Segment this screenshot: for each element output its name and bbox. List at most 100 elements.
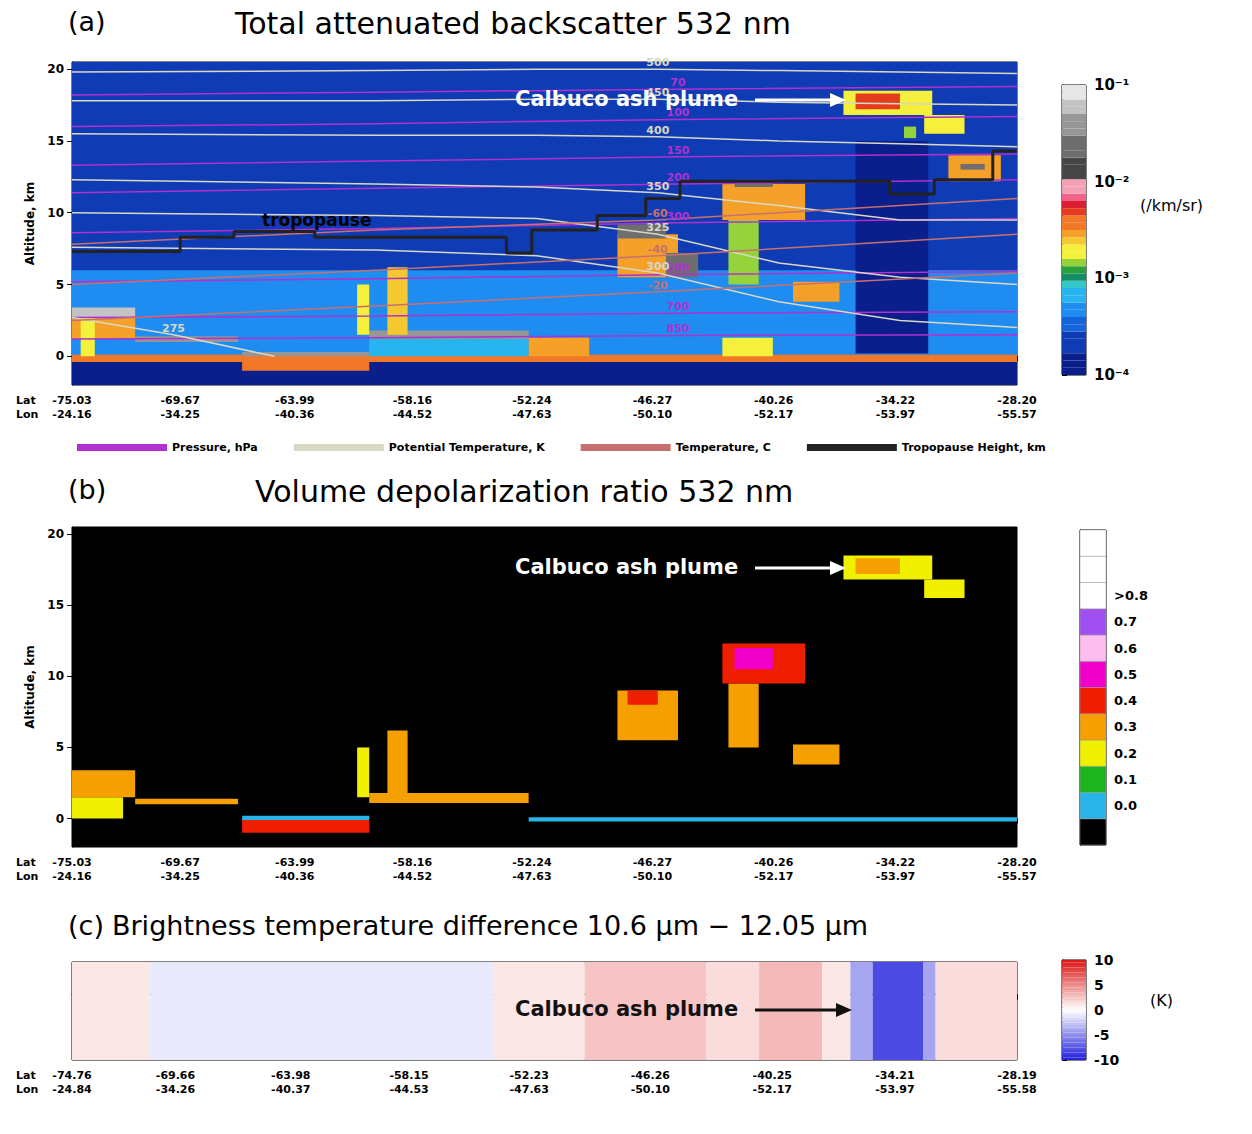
- svg-text:-60: -60: [648, 207, 668, 220]
- svg-text:300: 300: [667, 210, 690, 223]
- svg-text:850: 850: [667, 322, 690, 335]
- svg-text:-55.57: -55.57: [997, 870, 1036, 883]
- svg-text:-53.97: -53.97: [876, 408, 915, 421]
- svg-text:-40.26: -40.26: [754, 856, 794, 869]
- svg-text:-52.17: -52.17: [754, 408, 793, 421]
- svg-text:350: 350: [646, 180, 669, 193]
- svg-text:Brightness temperature differe: Brightness temperature difference 10.6 µ…: [112, 910, 868, 941]
- svg-text:(b): (b): [68, 474, 106, 505]
- svg-text:-74.76: -74.76: [52, 1069, 92, 1082]
- svg-text:-46.26: -46.26: [631, 1069, 671, 1082]
- svg-text:-40.37: -40.37: [271, 1083, 310, 1096]
- svg-text:-40.36: -40.36: [275, 408, 315, 421]
- svg-text:-53.97: -53.97: [875, 1083, 914, 1096]
- svg-text:0.2: 0.2: [1114, 746, 1137, 761]
- svg-text:400: 400: [646, 124, 669, 137]
- svg-text:-63.99: -63.99: [275, 856, 314, 869]
- svg-text:Lat: Lat: [16, 394, 36, 407]
- svg-text:10: 10: [47, 669, 64, 683]
- svg-text:-52.17: -52.17: [753, 1083, 792, 1096]
- svg-text:-28.20: -28.20: [997, 394, 1037, 407]
- svg-text:-52.17: -52.17: [754, 870, 793, 883]
- svg-text:(c): (c): [68, 910, 104, 941]
- svg-text:15: 15: [47, 134, 64, 148]
- svg-text:-50.10: -50.10: [631, 1083, 671, 1096]
- svg-text:-5: -5: [1094, 1027, 1110, 1043]
- svg-text:5: 5: [1094, 977, 1104, 993]
- svg-text:0.7: 0.7: [1114, 614, 1137, 629]
- svg-text:Potential Temperature, K: Potential Temperature, K: [389, 441, 545, 454]
- svg-text:Temperature, C: Temperature, C: [676, 441, 771, 454]
- svg-text:0.5: 0.5: [1114, 667, 1137, 682]
- svg-text:325: 325: [646, 221, 669, 234]
- svg-text:(K): (K): [1150, 991, 1173, 1010]
- svg-text:-69.66: -69.66: [156, 1069, 196, 1082]
- svg-text:-52.24: -52.24: [512, 856, 552, 869]
- svg-text:Tropopause Height, km: Tropopause Height, km: [902, 441, 1046, 454]
- svg-text:300: 300: [646, 260, 669, 273]
- svg-text:700: 700: [667, 300, 690, 313]
- svg-text:(a): (a): [68, 6, 106, 37]
- svg-text:-47.63: -47.63: [512, 408, 551, 421]
- svg-text:Pressure, hPa: Pressure, hPa: [172, 441, 258, 454]
- svg-text:-58.16: -58.16: [393, 856, 433, 869]
- svg-text:-28.20: -28.20: [997, 856, 1037, 869]
- svg-text:10: 10: [47, 206, 64, 220]
- svg-text:-34.26: -34.26: [156, 1083, 196, 1096]
- svg-text:-58.15: -58.15: [389, 1069, 428, 1082]
- svg-text:-24.84: -24.84: [52, 1083, 92, 1096]
- svg-text:0: 0: [56, 349, 64, 363]
- svg-text:-40.25: -40.25: [753, 1069, 792, 1082]
- svg-text:-20: -20: [648, 279, 668, 292]
- svg-text:Altitude, km: Altitude, km: [23, 645, 37, 728]
- svg-text:10⁻²: 10⁻²: [1094, 173, 1129, 191]
- svg-text:0.0: 0.0: [1114, 798, 1137, 813]
- svg-text:-28.19: -28.19: [997, 1069, 1036, 1082]
- svg-text:-44.52: -44.52: [393, 408, 432, 421]
- svg-text:275: 275: [162, 322, 185, 335]
- svg-text:-63.98: -63.98: [271, 1069, 310, 1082]
- svg-text:Volume depolarization ratio 53: Volume depolarization ratio 532 nm: [255, 474, 793, 509]
- svg-text:Lon: Lon: [16, 1083, 38, 1096]
- svg-text:-34.22: -34.22: [876, 394, 915, 407]
- svg-text:0.4: 0.4: [1114, 693, 1137, 708]
- svg-text:-40: -40: [648, 243, 668, 256]
- svg-text:-50.10: -50.10: [633, 870, 673, 883]
- svg-text:-52.23: -52.23: [509, 1069, 548, 1082]
- svg-text:-10: -10: [1094, 1052, 1120, 1068]
- svg-text:-69.67: -69.67: [160, 394, 199, 407]
- svg-text:-53.97: -53.97: [876, 870, 915, 883]
- svg-text:0.3: 0.3: [1114, 719, 1137, 734]
- svg-text:-46.27: -46.27: [633, 394, 672, 407]
- svg-text:0: 0: [1094, 1002, 1104, 1018]
- svg-text:5: 5: [56, 278, 64, 292]
- svg-text:>0.8: >0.8: [1114, 588, 1148, 603]
- svg-text:10: 10: [1094, 952, 1114, 968]
- svg-text:-69.67: -69.67: [160, 856, 199, 869]
- svg-text:-46.27: -46.27: [633, 856, 672, 869]
- svg-text:-24.16: -24.16: [52, 870, 92, 883]
- svg-text:-34.25: -34.25: [160, 408, 199, 421]
- svg-text:500: 500: [646, 56, 669, 69]
- svg-text:-75.03: -75.03: [52, 856, 91, 869]
- svg-text:Lon: Lon: [16, 408, 38, 421]
- svg-text:Altitude, km: Altitude, km: [23, 182, 37, 265]
- svg-text:-34.22: -34.22: [876, 856, 915, 869]
- svg-text:Calbuco ash plume: Calbuco ash plume: [515, 87, 738, 111]
- svg-text:0.1: 0.1: [1114, 772, 1137, 787]
- svg-text:Lat: Lat: [16, 1069, 36, 1082]
- svg-text:-52.24: -52.24: [512, 394, 552, 407]
- svg-text:-40.26: -40.26: [754, 394, 794, 407]
- svg-text:Calbuco ash plume: Calbuco ash plume: [515, 555, 738, 579]
- svg-text:20: 20: [47, 62, 64, 76]
- svg-text:500: 500: [667, 261, 690, 274]
- svg-text:-47.63: -47.63: [512, 870, 551, 883]
- svg-text:-75.03: -75.03: [52, 394, 91, 407]
- svg-text:15: 15: [47, 598, 64, 612]
- svg-text:-55.57: -55.57: [997, 408, 1036, 421]
- svg-text:0: 0: [56, 812, 64, 826]
- svg-text:5: 5: [56, 740, 64, 754]
- svg-text:0.6: 0.6: [1114, 641, 1137, 656]
- svg-text:Total attenuated backscatter 5: Total attenuated backscatter 532 nm: [234, 6, 791, 41]
- svg-text:Lat: Lat: [16, 856, 36, 869]
